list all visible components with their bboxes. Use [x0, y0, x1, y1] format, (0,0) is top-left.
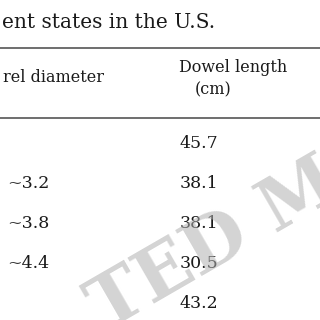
Text: Dowel length: Dowel length	[179, 60, 287, 76]
Text: 45.7: 45.7	[179, 134, 218, 151]
Text: (cm): (cm)	[195, 82, 232, 99]
Text: 38.1: 38.1	[179, 174, 218, 191]
Text: TED M: TED M	[77, 145, 320, 320]
Text: rel diameter: rel diameter	[3, 69, 104, 86]
Text: ent states in the U.S.: ent states in the U.S.	[2, 12, 215, 31]
Text: 30.5: 30.5	[179, 254, 218, 271]
Text: ~4.4: ~4.4	[7, 254, 49, 271]
Text: ~3.8: ~3.8	[7, 214, 50, 231]
Text: 43.2: 43.2	[179, 294, 218, 311]
Text: 38.1: 38.1	[179, 214, 218, 231]
Text: ~3.2: ~3.2	[7, 174, 50, 191]
